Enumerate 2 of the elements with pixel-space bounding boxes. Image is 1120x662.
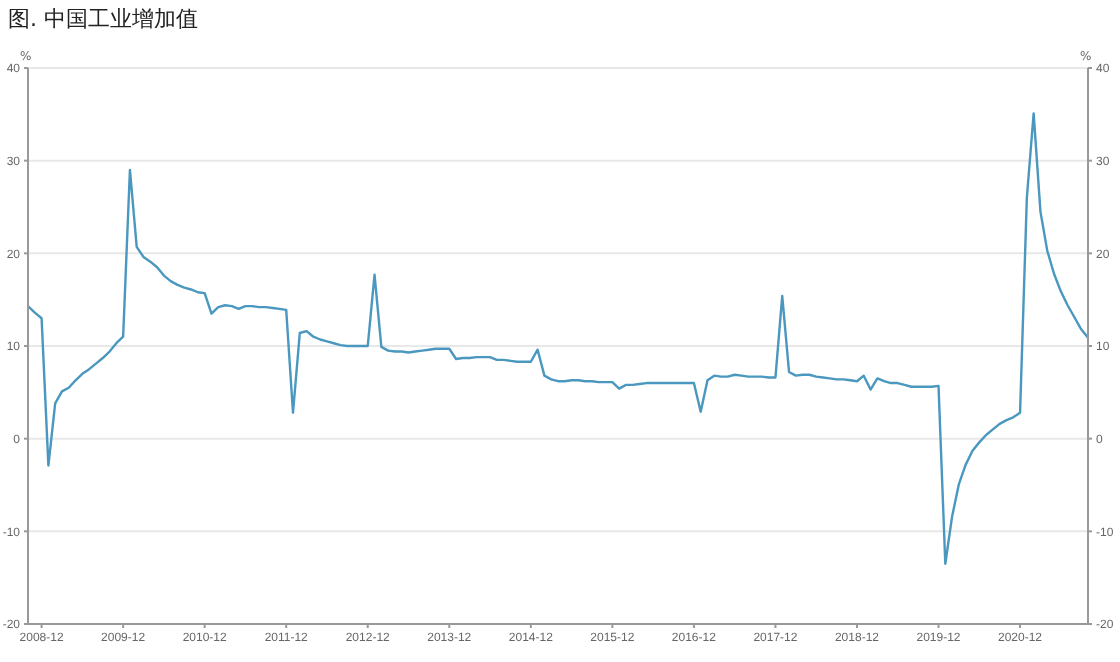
line-series xyxy=(28,112,1088,565)
chart-title: 图. 中国工业增加值 xyxy=(8,4,198,34)
